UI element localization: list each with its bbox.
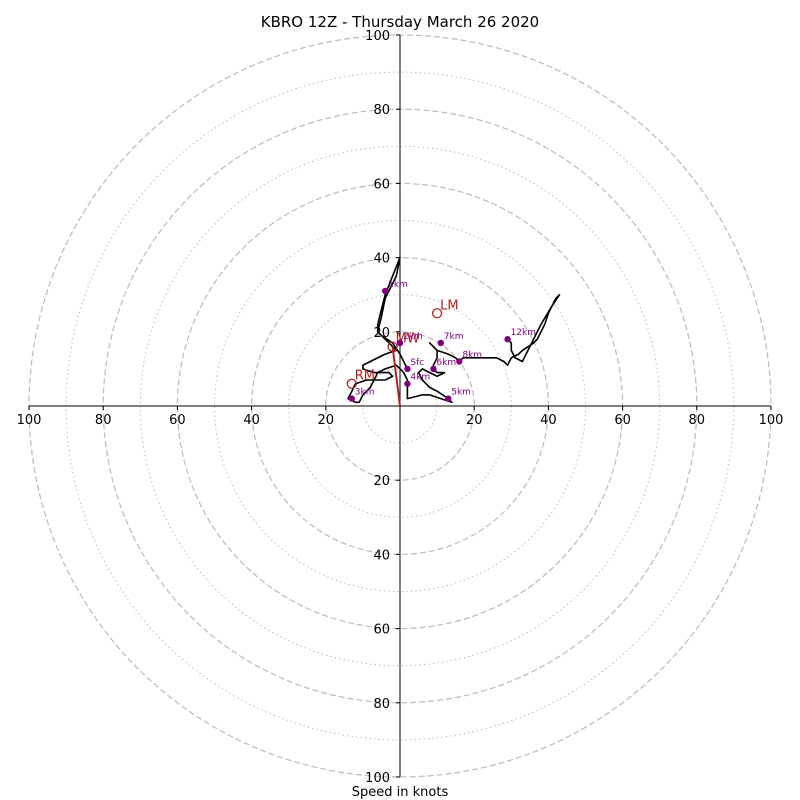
height-label: 1km <box>388 280 408 290</box>
height-label: 8km <box>462 350 482 360</box>
height-label: 12km <box>511 328 536 338</box>
wind-trace <box>347 256 561 404</box>
x-tick-label: 100 <box>17 413 42 428</box>
tick-labels: 100 80 60 40 20 20 40 60 80 100 100 80 60 40 20 20 40 60 8… <box>17 29 784 786</box>
y-tick-label: 80 <box>373 697 390 712</box>
height-marker <box>381 287 389 295</box>
mean-wind-vector <box>391 346 401 407</box>
storm-motion-marker <box>431 308 443 319</box>
x-tick-label: 40 <box>243 413 260 428</box>
x-tick-label: 80 <box>689 413 706 428</box>
x-tick-label: 100 <box>759 413 784 428</box>
y-tick-label: 60 <box>373 623 390 638</box>
height-label: 4km <box>410 373 430 383</box>
height-label: 6km <box>436 358 456 368</box>
y-tick-label: 100 <box>365 771 390 786</box>
x-tick-label: 60 <box>614 413 631 428</box>
storm-motion-marker <box>387 341 398 352</box>
height-marker <box>430 365 437 373</box>
y-tick-label: 40 <box>373 252 390 267</box>
height-label: 7km <box>444 332 464 342</box>
y-tick-label: 100 <box>365 29 390 44</box>
height-label: 3km <box>355 388 375 398</box>
height-label: 2km <box>403 332 423 342</box>
y-tick-label: 80 <box>373 103 390 118</box>
height-marker <box>396 339 404 347</box>
storm-motion-label: RM <box>355 369 375 384</box>
storm-motion-label: LM <box>440 298 458 313</box>
y-tick-label: 20 <box>373 326 390 341</box>
height-label: Sfc <box>410 358 424 368</box>
height-marker <box>504 336 511 343</box>
height-marker <box>404 380 411 387</box>
height-marker <box>348 395 355 402</box>
height-label: 5km <box>451 388 471 398</box>
x-tick-label: 80 <box>95 413 112 428</box>
height-marker <box>404 365 411 373</box>
height-marker <box>437 339 445 347</box>
x-axis-label: Speed in knots <box>352 785 449 800</box>
height-marker <box>456 358 463 365</box>
height-markers: Sfc 1km 2km 3km 4km 5km 6km 7km 8km 12km <box>348 280 536 402</box>
x-tick-label: 20 <box>318 413 335 428</box>
storm-motion-marker <box>346 378 357 389</box>
height-marker <box>445 395 452 402</box>
y-tick-label: 40 <box>373 548 390 563</box>
chart-title: KBRO 12Z - Thursday March 26 2020 <box>261 13 539 31</box>
hodograph-trace <box>347 256 561 404</box>
y-tick-label: 60 <box>373 177 390 192</box>
y-tick-label: 20 <box>373 474 390 489</box>
x-tick-label: 60 <box>169 413 186 428</box>
x-tick-label: 40 <box>540 413 557 428</box>
x-tick-label: 20 <box>466 413 483 428</box>
